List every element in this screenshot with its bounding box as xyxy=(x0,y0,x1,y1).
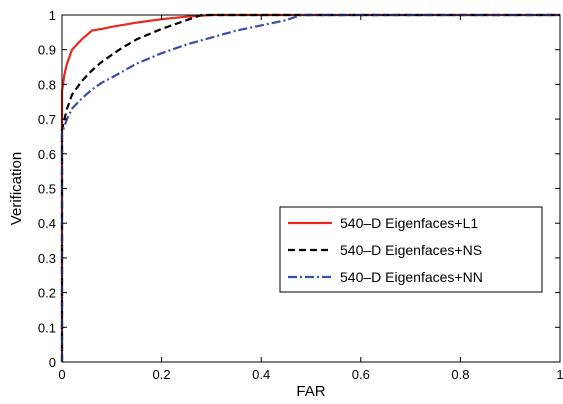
y-tick-label: 0.5 xyxy=(38,182,56,197)
y-axis: 0 0.1 0.2 0.3 0.4 0.5 0.6 0.7 0.8 0.9 1 xyxy=(38,8,560,370)
y-tick-label: 0.7 xyxy=(38,112,56,127)
x-tick-label: 0.6 xyxy=(352,367,370,382)
legend: 540–D Eigenfaces+L1 540–D Eigenfaces+NS 54… xyxy=(279,206,543,293)
x-axis-label: FAR xyxy=(296,383,325,400)
y-axis-label: Verification xyxy=(8,152,25,225)
plot-frame xyxy=(61,14,561,363)
y-tick-label: 0.9 xyxy=(38,43,56,58)
y-tick-label: 0.1 xyxy=(38,320,56,335)
series-line-2 xyxy=(60,13,560,362)
x-tick-label: 0.2 xyxy=(153,367,171,382)
legend-label-3: 540–D Eigenfaces+NN xyxy=(340,269,483,285)
y-tick-label: 0.8 xyxy=(38,77,56,92)
x-axis: 0 0.2 0.4 0.6 0.8 1 xyxy=(58,15,563,382)
legend-label-2: 540–D Eigenfaces+NS xyxy=(340,242,482,258)
y-tick-label: 0.3 xyxy=(38,251,56,266)
legend-label-1: 540–D Eigenfaces+L1 xyxy=(340,215,478,231)
series-line-3 xyxy=(60,13,560,362)
y-tick-label: 0 xyxy=(49,355,56,370)
x-tick-label: 0.8 xyxy=(451,367,469,382)
series-line-1 xyxy=(60,13,560,362)
x-tick-label: 0.4 xyxy=(252,367,270,382)
x-tick-label: 1 xyxy=(556,367,563,382)
y-tick-label: 0.6 xyxy=(38,147,56,162)
y-tick-label: 1 xyxy=(49,8,56,23)
x-tick-label: 0 xyxy=(58,367,65,382)
y-tick-label: 0.2 xyxy=(38,286,56,301)
series-layer xyxy=(60,13,560,362)
y-tick-label: 0.4 xyxy=(38,216,56,231)
